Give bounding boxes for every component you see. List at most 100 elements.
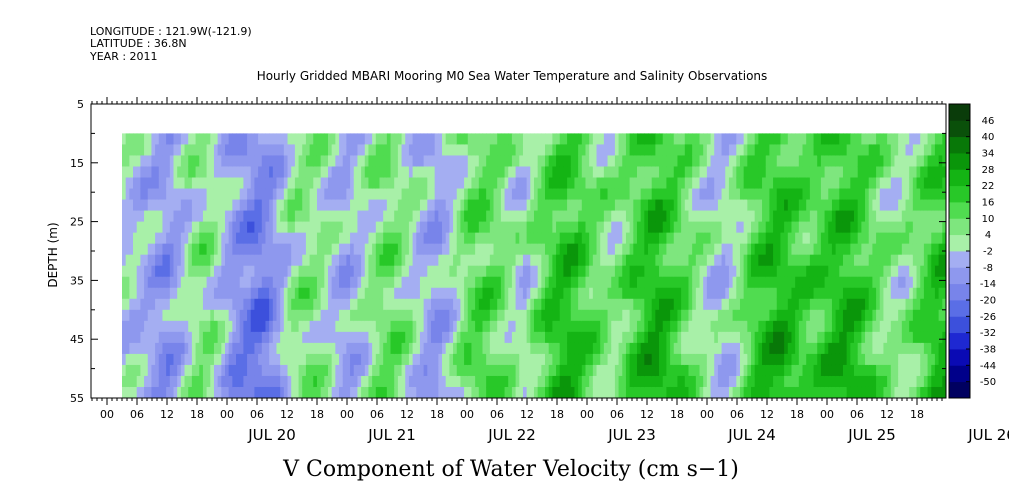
heatmap-cell bbox=[258, 221, 263, 234]
heatmap-cell bbox=[636, 386, 642, 398]
heatmap-cell bbox=[802, 254, 807, 267]
heatmap-cell bbox=[324, 375, 329, 388]
heatmap-cell bbox=[611, 364, 616, 377]
heatmap-cell bbox=[416, 243, 421, 256]
heatmap-cell bbox=[695, 199, 701, 212]
heatmap-cell bbox=[357, 155, 362, 168]
heatmap-cell bbox=[773, 320, 778, 333]
heatmap-cell bbox=[276, 199, 281, 212]
heatmap-cell bbox=[850, 276, 855, 289]
heatmap-cell bbox=[581, 188, 587, 201]
heatmap-cell bbox=[828, 364, 833, 377]
heatmap-cell bbox=[717, 342, 723, 355]
heatmap-cell bbox=[302, 375, 307, 388]
heatmap-cell bbox=[147, 221, 153, 234]
heatmap-cell bbox=[122, 276, 127, 289]
heatmap-cell bbox=[567, 144, 572, 157]
heatmap-cell bbox=[210, 254, 215, 267]
heatmap-cell bbox=[559, 188, 565, 201]
heatmap-cell bbox=[754, 309, 759, 322]
heatmap-cell bbox=[438, 364, 443, 377]
heatmap-cell bbox=[552, 243, 557, 256]
heatmap-cell bbox=[522, 386, 528, 398]
heatmap-cell bbox=[629, 276, 634, 289]
heatmap-cell bbox=[662, 276, 668, 289]
heatmap-cell bbox=[820, 265, 826, 278]
heatmap-cell bbox=[320, 144, 325, 157]
heatmap-cell bbox=[478, 155, 484, 168]
heatmap-cell bbox=[666, 298, 671, 311]
heatmap-cell bbox=[243, 188, 248, 201]
heatmap-cell bbox=[673, 386, 679, 398]
heatmap-cell bbox=[703, 375, 708, 388]
heatmap-cell bbox=[545, 364, 550, 377]
heatmap-cell bbox=[335, 254, 340, 267]
heatmap-cell bbox=[754, 221, 759, 234]
heatmap-cell bbox=[239, 287, 244, 300]
heatmap-cell bbox=[500, 177, 506, 190]
heatmap-cell bbox=[445, 188, 450, 201]
heatmap-cell bbox=[747, 364, 752, 377]
heatmap-cell bbox=[419, 309, 425, 322]
heatmap-cell bbox=[545, 331, 550, 344]
heatmap-cell bbox=[497, 309, 502, 322]
heatmap-cell bbox=[316, 364, 322, 377]
heatmap-cell bbox=[629, 133, 634, 146]
heatmap-cell bbox=[236, 166, 241, 179]
heatmap-cell bbox=[228, 166, 233, 179]
heatmap-cell bbox=[324, 155, 329, 168]
heatmap-cell bbox=[475, 243, 480, 256]
heatmap-cell bbox=[798, 353, 804, 366]
heatmap-cell bbox=[221, 364, 226, 377]
heatmap-cell bbox=[868, 155, 873, 168]
heatmap-cell bbox=[375, 133, 381, 146]
heatmap-cell bbox=[438, 232, 443, 245]
heatmap-cell bbox=[820, 166, 826, 179]
heatmap-cell bbox=[272, 188, 278, 201]
heatmap-cell bbox=[519, 133, 524, 146]
heatmap-cell bbox=[533, 298, 539, 311]
heatmap-cell bbox=[589, 331, 594, 344]
heatmap-cell bbox=[603, 254, 609, 267]
heatmap-cell bbox=[739, 221, 745, 234]
heatmap-cell bbox=[699, 199, 704, 212]
heatmap-cell bbox=[408, 276, 414, 289]
heatmap-cell bbox=[552, 353, 557, 366]
heatmap-cell bbox=[294, 364, 300, 377]
heatmap-cell bbox=[316, 309, 322, 322]
heatmap-cell bbox=[298, 155, 303, 168]
heatmap-cell bbox=[533, 287, 539, 300]
heatmap-cell bbox=[394, 155, 399, 168]
heatmap-cell bbox=[831, 155, 837, 168]
heatmap-cell bbox=[199, 232, 204, 245]
heatmap-cell bbox=[751, 342, 756, 355]
heatmap-cell bbox=[614, 232, 620, 245]
heatmap-cell bbox=[787, 386, 793, 398]
heatmap-cell bbox=[592, 144, 598, 157]
heatmap-cell bbox=[861, 232, 866, 245]
heatmap-cell bbox=[526, 265, 531, 278]
heatmap-cell bbox=[364, 210, 370, 223]
heatmap-cell bbox=[839, 210, 844, 223]
heatmap-cell bbox=[765, 254, 771, 267]
heatmap-cell bbox=[206, 331, 211, 344]
heatmap-cell bbox=[762, 243, 767, 256]
heatmap-cell bbox=[567, 210, 572, 223]
heatmap-cell bbox=[155, 342, 160, 355]
heatmap-cell bbox=[177, 309, 182, 322]
heatmap-cell bbox=[695, 221, 701, 234]
heatmap-cell bbox=[327, 287, 333, 300]
heatmap-cell bbox=[791, 188, 796, 201]
heatmap-cell bbox=[316, 375, 322, 388]
heatmap-cell bbox=[327, 364, 333, 377]
heatmap-cell bbox=[258, 353, 263, 366]
heatmap-cell bbox=[776, 133, 782, 146]
heatmap-cell bbox=[427, 298, 432, 311]
heatmap-cell bbox=[659, 276, 664, 289]
heatmap-cell bbox=[817, 243, 822, 256]
heatmap-cell bbox=[331, 232, 336, 245]
heatmap-cell bbox=[614, 298, 620, 311]
heatmap-cell bbox=[489, 364, 495, 377]
heatmap-cell bbox=[795, 166, 800, 179]
heatmap-cell bbox=[850, 265, 855, 278]
